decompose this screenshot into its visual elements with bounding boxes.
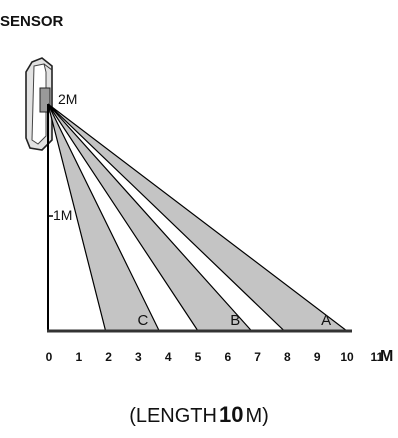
height-label-1m: 1M — [53, 207, 72, 223]
caption-prefix: (LENGTH — [129, 405, 217, 427]
distance-tick-6: 6 — [224, 350, 231, 364]
zone-label-a: A — [321, 312, 331, 329]
distance-unit-label: M — [380, 348, 393, 365]
diagram-title: SENSOR — [0, 13, 64, 30]
sensor-device-icon — [25, 57, 53, 151]
distance-tick-5: 5 — [195, 350, 202, 364]
distance-tick-1: 1 — [75, 350, 82, 364]
distance-tick-11: 11 — [370, 350, 383, 364]
distance-tick-10: 10 — [340, 350, 354, 364]
distance-tick-8: 8 — [284, 350, 291, 364]
zone-label-c: C — [137, 312, 148, 329]
distance-tick-4: 4 — [165, 350, 172, 364]
detection-beams — [47, 103, 349, 332]
distance-tick-3: 3 — [135, 350, 142, 364]
distance-tick-7: 7 — [254, 350, 261, 364]
distance-ticks: 0 1 2 3 4 5 6 7 8 9 10 11 — [46, 350, 384, 364]
caption-suffix: M) — [245, 405, 268, 427]
caption-value: 10 — [219, 402, 243, 427]
distance-tick-9: 9 — [314, 350, 321, 364]
distance-tick-0: 0 — [46, 350, 53, 364]
distance-tick-2: 2 — [105, 350, 112, 364]
length-caption: (LENGTH10 M) — [129, 402, 269, 427]
zone-label-b: B — [230, 312, 240, 329]
height-label-2m: 2M — [58, 91, 77, 107]
